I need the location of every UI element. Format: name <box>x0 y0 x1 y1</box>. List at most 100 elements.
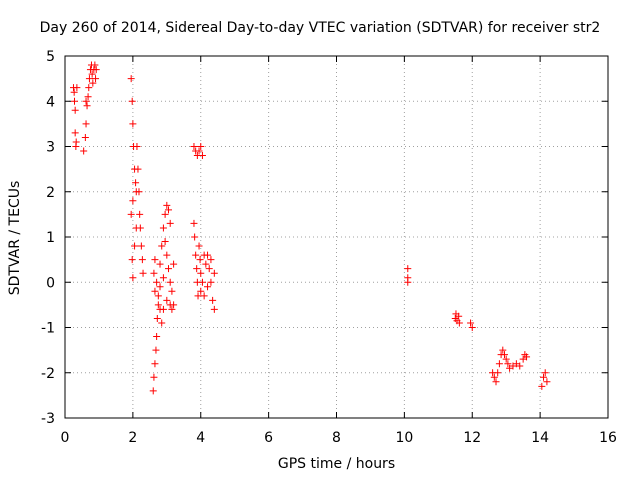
data-point <box>404 265 412 273</box>
data-point <box>502 355 510 363</box>
data-point <box>82 97 90 105</box>
data-point <box>136 210 144 218</box>
data-point <box>72 138 80 146</box>
data-point <box>194 292 202 300</box>
data-point <box>538 382 546 390</box>
data-point <box>504 360 512 368</box>
y-tick-label: 2 <box>46 185 55 201</box>
data-point <box>205 265 213 273</box>
data-point <box>210 305 218 313</box>
data-point <box>207 278 215 286</box>
x-tick-label: 10 <box>395 430 413 446</box>
data-point <box>197 287 205 295</box>
data-point <box>131 242 139 250</box>
x-tick-label: 6 <box>264 430 273 446</box>
data-point <box>156 260 164 268</box>
data-point <box>80 147 88 155</box>
data-point <box>166 219 174 227</box>
x-tick-label: 12 <box>463 430 481 446</box>
data-point <box>516 362 524 370</box>
data-point <box>499 346 507 354</box>
data-point <box>168 305 176 313</box>
data-point <box>128 256 136 264</box>
data-point <box>129 120 137 128</box>
data-point <box>127 75 135 83</box>
data-point <box>150 373 158 381</box>
data-point <box>163 296 171 304</box>
data-point <box>165 265 173 273</box>
data-point <box>85 75 93 83</box>
data-point <box>158 319 166 327</box>
data-point <box>138 256 146 264</box>
y-tick-label: 1 <box>46 230 55 246</box>
data-point <box>159 224 167 232</box>
data-point <box>133 143 141 150</box>
chart-title: Day 260 of 2014, Sidereal Day-to-day VTE… <box>39 20 601 36</box>
data-point <box>492 378 500 386</box>
data-point <box>540 373 548 381</box>
data-point <box>89 79 97 87</box>
data-point <box>170 301 178 309</box>
data-point <box>200 251 208 259</box>
data-point <box>159 274 167 282</box>
data-point <box>158 242 166 250</box>
data-point <box>495 360 503 368</box>
data-point <box>135 188 143 196</box>
data-point <box>165 206 173 214</box>
data-point <box>154 292 162 300</box>
data-point <box>161 238 169 246</box>
data-point <box>153 278 161 286</box>
data-point <box>92 66 100 74</box>
data-point <box>92 75 100 83</box>
data-point <box>467 319 475 327</box>
data-point <box>163 251 171 259</box>
data-point <box>200 292 208 300</box>
data-point <box>198 278 206 286</box>
x-tick-label: 8 <box>332 430 341 446</box>
data-point <box>83 102 91 110</box>
data-point <box>91 61 99 69</box>
data-point <box>71 97 79 105</box>
data-point <box>193 265 201 273</box>
data-point <box>81 133 89 141</box>
data-point <box>151 256 159 264</box>
y-tick-label: 3 <box>46 140 55 156</box>
data-point <box>149 387 157 395</box>
data-point <box>156 283 164 291</box>
data-point <box>151 287 159 295</box>
x-tick-label: 16 <box>599 430 617 446</box>
data-point <box>163 201 171 209</box>
data-point <box>207 256 215 264</box>
data-point <box>132 179 140 187</box>
data-point <box>151 360 159 368</box>
data-point <box>88 70 96 78</box>
data-point <box>127 210 135 218</box>
data-point <box>136 224 144 232</box>
data-point <box>543 378 551 386</box>
data-point <box>150 269 158 277</box>
data-point <box>209 296 217 304</box>
data-point <box>191 233 199 241</box>
data-point <box>198 152 206 160</box>
data-point <box>455 319 463 327</box>
x-tick-label: 14 <box>531 430 549 446</box>
data-point <box>195 242 203 250</box>
data-point <box>134 165 142 173</box>
data-point <box>84 93 92 101</box>
data-point <box>541 369 549 377</box>
x-tick-label: 0 <box>61 430 70 446</box>
x-tick-label: 2 <box>128 430 137 446</box>
data-point <box>128 97 136 105</box>
data-point <box>168 287 176 295</box>
data-point <box>154 301 162 309</box>
data-point <box>210 269 218 277</box>
data-point <box>195 147 203 155</box>
data-point <box>70 88 78 96</box>
data-point <box>197 143 205 150</box>
data-point <box>161 210 169 218</box>
data-point <box>202 260 210 268</box>
data-point <box>170 260 178 268</box>
x-axis-label: GPS time / hours <box>277 456 396 472</box>
y-tick-label: -2 <box>41 366 55 382</box>
